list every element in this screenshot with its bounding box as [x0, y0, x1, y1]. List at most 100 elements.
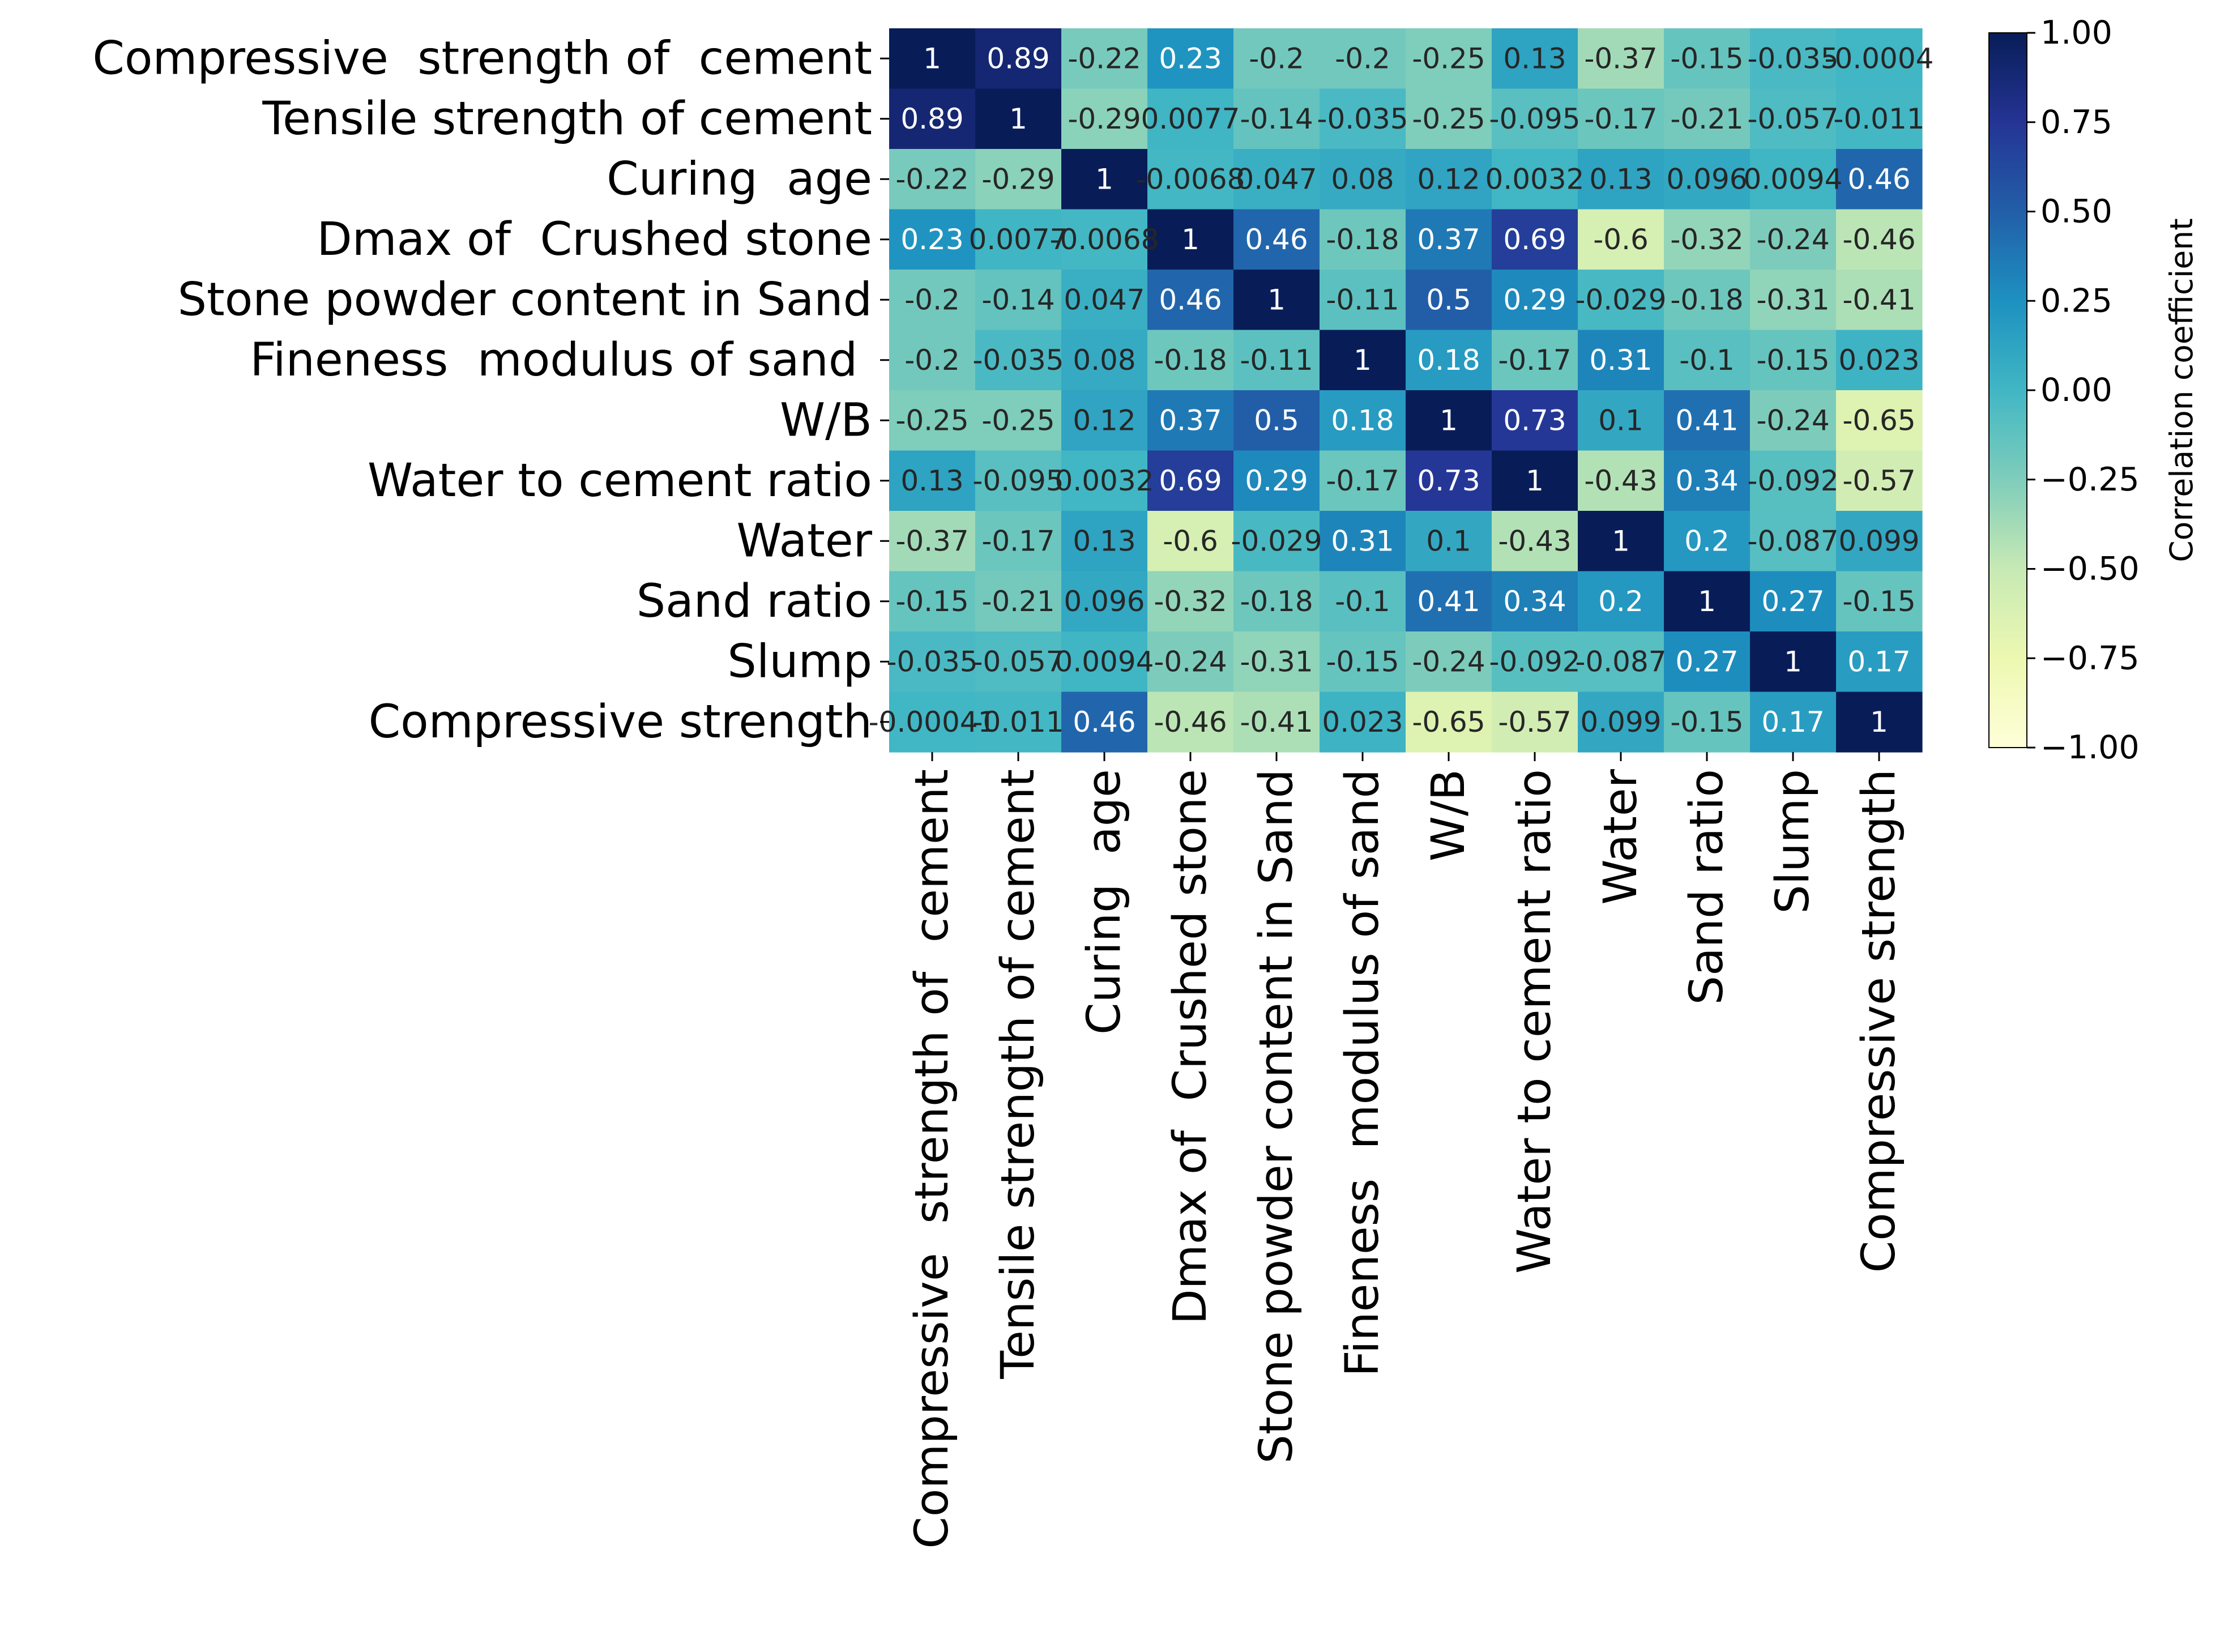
heatmap-cell-value: 0.46: [1073, 706, 1135, 739]
heatmap-cell: [1578, 450, 1664, 511]
y-axis-tick-label: Tensile strength of cement: [262, 92, 872, 146]
heatmap-cell-value: 0.23: [900, 223, 963, 256]
heatmap-cell: [1406, 691, 1492, 753]
heatmap-cell-value: 1: [1267, 283, 1286, 316]
heatmap-cell-value: 0.31: [1589, 344, 1652, 377]
heatmap-cell-value: 0.73: [1503, 404, 1566, 437]
heatmap-cell: [1233, 209, 1320, 270]
heatmap-cell: [889, 28, 976, 89]
heatmap-cell-value: -0.57: [1498, 706, 1571, 739]
heatmap-cell: [975, 511, 1062, 572]
heatmap-cell-value: 0.023: [1322, 706, 1403, 739]
heatmap-cell-value: -0.65: [1842, 404, 1915, 437]
heatmap-cell-value: -0.00041: [869, 706, 996, 739]
heatmap-cell: [1147, 631, 1234, 693]
heatmap-cell-value: 0.18: [1331, 404, 1394, 437]
heatmap-cell: [1836, 209, 1923, 270]
heatmap-cell-value: -0.18: [1670, 283, 1743, 316]
colorbar-tick-label: 0.50: [2040, 193, 2112, 230]
heatmap-cell-value: -0.24: [1756, 404, 1829, 437]
heatmap-cell: [1578, 390, 1664, 451]
colorbar-tick-label: 0.75: [2040, 104, 2112, 141]
heatmap-cell: [1320, 691, 1406, 753]
heatmap-cell: [889, 511, 976, 572]
heatmap-cell-value: -0.092: [1747, 464, 1838, 497]
heatmap-cell: [975, 88, 1062, 150]
heatmap-cell: [1061, 691, 1148, 753]
heatmap-cell: [1492, 88, 1578, 150]
heatmap-cell: [1320, 149, 1406, 210]
heatmap-cell-value: -0.057: [1747, 103, 1838, 135]
colorbar-tick-label: 0.00: [2040, 372, 2112, 409]
heatmap-cell-value: -0.0068: [1136, 163, 1245, 195]
heatmap-cell-value: 0.69: [1159, 464, 1222, 497]
heatmap-cell: [1664, 631, 1751, 693]
heatmap-cell-value: -0.24: [1756, 223, 1829, 256]
heatmap-cell: [1750, 88, 1837, 150]
heatmap-cell-value: -0.6: [1593, 223, 1649, 256]
heatmap-cell: [1836, 390, 1923, 451]
heatmap-cell: [1492, 631, 1578, 693]
heatmap-cell: [1836, 270, 1923, 331]
heatmap-cell-value: -0.29: [1068, 103, 1141, 135]
heatmap-cell: [975, 28, 1062, 89]
heatmap-cell: [975, 330, 1062, 391]
heatmap-cell: [1750, 209, 1837, 270]
heatmap-cell: [1233, 28, 1320, 89]
heatmap-cell-value: -0.087: [1747, 524, 1838, 557]
heatmap-cell: [1578, 270, 1664, 331]
heatmap-cell-value: 1: [1870, 706, 1888, 739]
heatmap-cell-value: -0.011: [972, 706, 1064, 739]
heatmap-cell-value: 1: [1181, 223, 1199, 256]
heatmap-cell-value: -0.24: [1154, 645, 1227, 678]
heatmap-cell-value: 0.17: [1761, 706, 1824, 739]
heatmap-cell: [1061, 631, 1148, 693]
heatmap-cell: [1147, 330, 1234, 391]
heatmap-cell: [1836, 330, 1923, 391]
heatmap-cell-value: 1: [1784, 645, 1802, 678]
heatmap-cell-value: -0.029: [1231, 524, 1322, 557]
heatmap-cell: [1406, 450, 1492, 511]
heatmap-cell: [1578, 330, 1664, 391]
heatmap-cell: [975, 270, 1062, 331]
heatmap-cell-value: -0.17: [1498, 344, 1571, 377]
heatmap-cell-value: 1: [1698, 585, 1716, 618]
x-axis-tick-label: Stone powder content in Sand: [1250, 769, 1303, 1463]
heatmap-cell: [975, 209, 1062, 270]
heatmap-cell-value: 0.46: [1245, 223, 1308, 256]
heatmap-cell-value: -0.035: [1317, 103, 1408, 135]
heatmap-cell: [1836, 631, 1923, 693]
heatmap-cell: [1233, 88, 1320, 150]
heatmap-cell: [1836, 149, 1923, 210]
heatmap-cell: [1836, 691, 1923, 753]
heatmap-cell: [1750, 390, 1837, 451]
heatmap-cell: [1492, 691, 1578, 753]
heatmap-cell: [1406, 330, 1492, 391]
y-axis-tick-labels: Compressive strength of cement Tensile st…: [92, 32, 889, 749]
heatmap-cell-value: 0.18: [1417, 344, 1480, 377]
colorbar-tick-label: −1.00: [2040, 729, 2140, 766]
heatmap-cell: [1750, 28, 1837, 89]
heatmap-cell-value: 0.13: [1073, 524, 1135, 557]
x-axis-tick-label: Compressive strength: [1852, 769, 1906, 1273]
colorbar-tick-label: −0.50: [2040, 550, 2140, 588]
heatmap-cell-value: -0.17: [1326, 464, 1399, 497]
heatmap-cell: [975, 390, 1062, 451]
heatmap-cell: [1320, 28, 1406, 89]
x-axis-tick-labels: Compressive strength of cement Tensile st…: [906, 752, 1906, 1549]
heatmap-cell-value: -0.65: [1412, 706, 1485, 739]
heatmap-cell: [1836, 511, 1923, 572]
heatmap-cell: [1061, 330, 1148, 391]
heatmap-cell-value: -0.37: [895, 524, 968, 557]
heatmap-cell-value: 0.08: [1073, 344, 1135, 377]
heatmap-cell-value: 0.2: [1684, 524, 1730, 557]
heatmap-cell-value: 0.37: [1417, 223, 1480, 256]
heatmap-cell-value: 1: [923, 42, 941, 75]
heatmap-cell-value: -0.15: [1670, 706, 1743, 739]
heatmap-cell: [1492, 270, 1578, 331]
heatmap-cell: [1750, 450, 1837, 511]
heatmap-cell-value: -0.6: [1163, 524, 1218, 557]
heatmap-cell-value: -0.2: [904, 283, 960, 316]
heatmap-cell-value: -0.57: [1842, 464, 1915, 497]
